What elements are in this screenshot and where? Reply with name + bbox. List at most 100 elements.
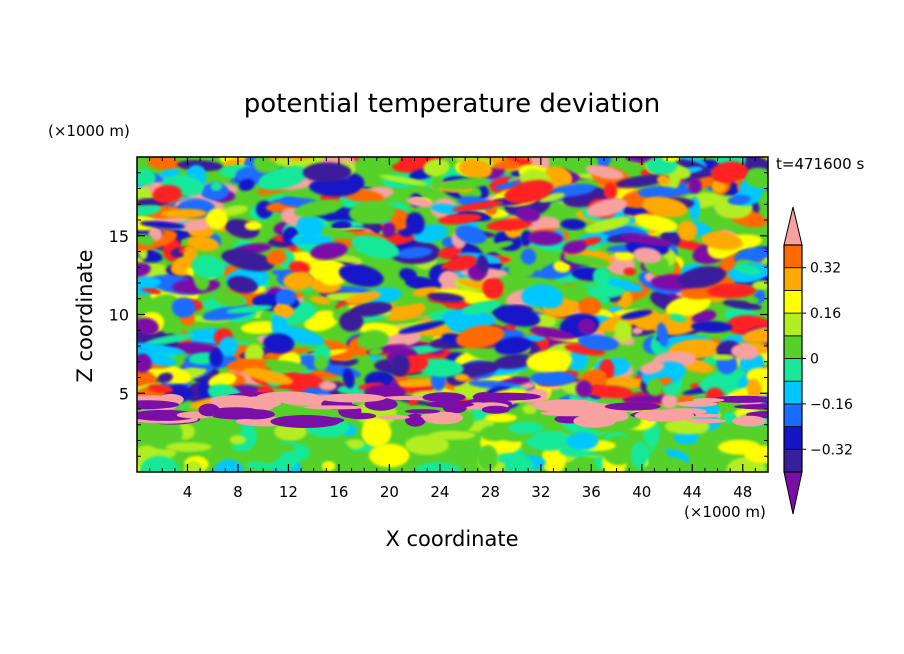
field-blob	[208, 372, 237, 389]
field-blob	[236, 409, 275, 420]
colorbar-tick-label: 0.32	[810, 261, 841, 277]
y-axis-label: Z coordinate	[73, 249, 97, 382]
field-blob	[438, 270, 461, 294]
field-blob	[573, 414, 616, 428]
field-blob	[345, 291, 381, 305]
field-blob	[183, 460, 203, 472]
field-blob	[316, 440, 352, 465]
x-tick-label: 32	[531, 483, 550, 501]
field-blob	[303, 405, 366, 410]
field-blob	[486, 218, 533, 231]
colorbar-tick-labels: 0.32 0.16 0 −0.16 −0.32	[810, 261, 853, 459]
field-blob	[575, 380, 593, 398]
colorbar-segment	[783, 403, 803, 427]
field-blob	[485, 241, 514, 250]
x-tick-label: 28	[481, 483, 500, 501]
field-blob	[516, 206, 540, 222]
field-blob	[566, 432, 599, 451]
x-axis-tick-labels: 4 8 12 16 20 24 28 32 36 40 44 48	[183, 483, 753, 501]
field-blob	[273, 304, 295, 317]
field-blob	[623, 394, 674, 404]
field-blob	[147, 157, 181, 171]
field-blob	[351, 235, 400, 259]
field-blob	[379, 174, 428, 186]
field-blob	[180, 219, 214, 232]
field-blob	[583, 384, 634, 399]
x-tick-label: 24	[430, 483, 449, 501]
field-blob	[747, 297, 760, 304]
colorbar-segment	[783, 289, 803, 314]
field-blob	[423, 158, 450, 177]
field-blob	[492, 305, 541, 327]
colorbar-segment	[783, 267, 803, 291]
contour-field	[137, 157, 768, 472]
colorbar-segment	[783, 312, 803, 337]
x-tick-label: 36	[582, 483, 601, 501]
field-blob	[691, 309, 717, 324]
field-blob	[711, 395, 768, 403]
colorbar-tick-label: −0.16	[810, 397, 853, 413]
colorbar-segment	[783, 448, 803, 473]
field-blob	[599, 411, 628, 418]
field-blob	[144, 419, 183, 450]
field-blob	[222, 249, 275, 272]
field-blob	[642, 196, 688, 218]
field-blob	[214, 459, 244, 472]
field-blob	[603, 182, 618, 200]
field-blob	[438, 213, 482, 225]
field-blob	[393, 321, 430, 330]
field-blob	[313, 355, 329, 371]
field-blob	[137, 262, 151, 278]
field-blob	[406, 197, 434, 208]
field-blob	[677, 220, 698, 241]
field-blob	[198, 403, 220, 417]
field-blob	[637, 186, 680, 199]
field-blob	[577, 334, 619, 351]
y-axis-ticks	[137, 172, 768, 457]
field-blob	[451, 200, 504, 212]
field-blob	[456, 325, 505, 349]
field-blob	[209, 348, 223, 368]
field-blob	[691, 321, 733, 333]
field-blob	[157, 372, 173, 383]
colorbar-bottom-triangle	[783, 471, 803, 515]
field-blob	[529, 326, 575, 340]
field-blob	[473, 392, 495, 403]
field-blob	[270, 415, 341, 428]
field-blob	[485, 413, 517, 423]
x-tick-label: 16	[329, 483, 348, 501]
x-tick-label: 12	[279, 483, 298, 501]
field-blob	[319, 381, 337, 391]
field-blob	[661, 393, 678, 409]
field-blob	[455, 225, 487, 245]
field-blob	[378, 414, 410, 420]
field-blob	[227, 276, 258, 294]
field-blob	[390, 354, 410, 377]
field-blob	[137, 233, 155, 246]
field-blob	[494, 336, 532, 356]
colorbar	[783, 206, 806, 515]
field-blob	[598, 348, 628, 359]
field-blob	[585, 165, 624, 180]
field-blob	[405, 413, 426, 427]
x-tick-label: 4	[183, 483, 193, 501]
field-blob	[152, 184, 182, 204]
field-blob	[345, 439, 365, 450]
field-blob	[405, 435, 450, 455]
field-blob	[263, 333, 295, 354]
field-blob	[534, 285, 564, 309]
x-axis-unit-label: (×1000 m)	[684, 503, 766, 521]
field-blob	[357, 330, 389, 350]
field-blob	[631, 327, 643, 335]
field-blob	[712, 354, 735, 361]
field-blob	[646, 378, 664, 396]
field-blob	[404, 409, 441, 414]
field-blob	[137, 204, 161, 216]
field-blob	[406, 212, 425, 235]
field-blob	[148, 384, 174, 394]
field-blob	[604, 402, 661, 411]
field-blob	[149, 294, 178, 310]
field-blob	[707, 283, 757, 299]
field-blob	[139, 455, 180, 472]
field-blob	[399, 268, 417, 282]
